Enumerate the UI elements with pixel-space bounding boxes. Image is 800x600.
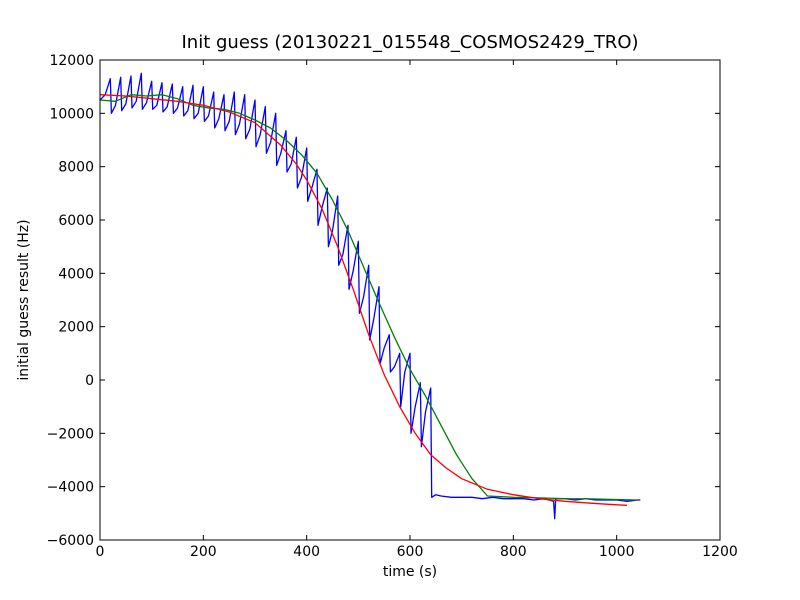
x-tick-label: 0 [96,544,105,560]
x-tick-label: 1200 [702,544,738,560]
y-tick-label: 6000 [58,213,94,229]
y-axis-label: initial guess result (Hz) [16,219,32,380]
x-tick-label: 600 [397,544,424,560]
y-tick-label: 2000 [58,320,94,336]
y-tick-label: 8000 [58,160,94,176]
y-tick-label: 12000 [49,53,94,69]
plot-area [100,60,720,540]
x-tick-label: 400 [293,544,320,560]
ticks-layer: 0 200 400 600 800 1000 1200 −6000 −4000 −2000 0 200… [47,53,738,560]
x-axis-label: time (s) [383,564,437,580]
y-tick-label: −4000 [47,480,94,496]
x-tick-label: 200 [190,544,217,560]
series-line-2 [99,94,638,501]
y-tick-label: 0 [85,373,94,389]
chart-title: Init guess (20130221_015548_COSMOS2429_T… [181,32,638,53]
y-tick-label: −6000 [47,533,94,549]
series-line-3 [99,94,628,506]
series-layer [99,72,641,520]
series-line-1 [99,72,641,520]
y-tick-label: 4000 [58,266,94,282]
x-tick-label: 800 [500,544,527,560]
y-tick-label: −2000 [47,426,94,442]
x-tick-label: 1000 [599,544,635,560]
y-tick-label: 10000 [49,106,94,122]
